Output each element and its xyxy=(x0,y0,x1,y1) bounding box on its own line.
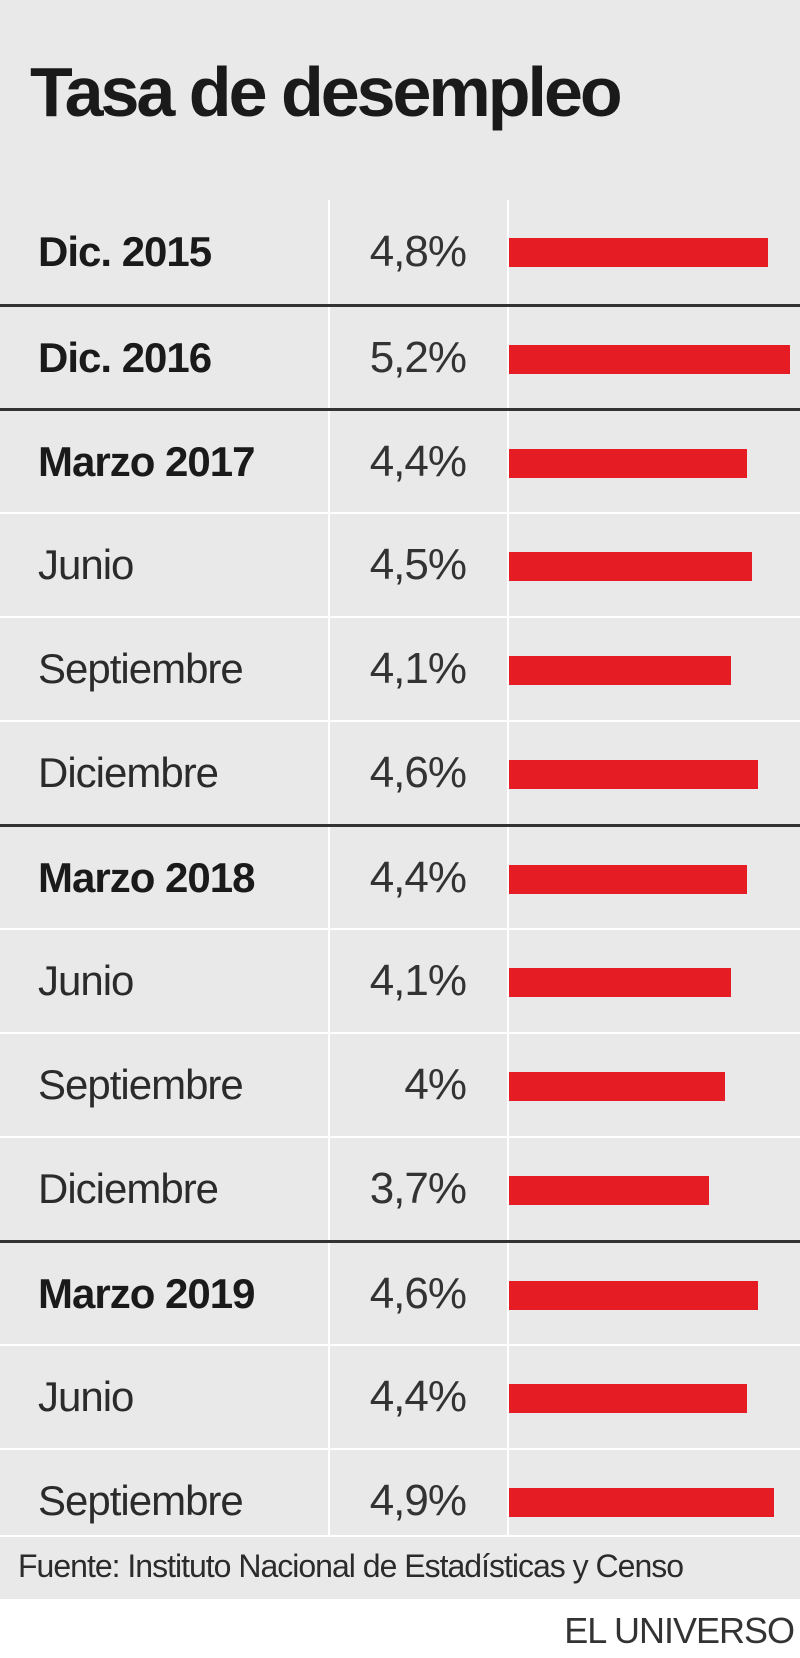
period-label: Marzo 2019 xyxy=(38,1269,255,1317)
bar xyxy=(509,656,731,685)
data-table: Dic. 2015 4,8% Dic. 2016 5,2% Marzo 2017 4,4%… xyxy=(0,200,800,1552)
source-note: Fuente: Instituto Nacional de Estadístic… xyxy=(18,1548,684,1584)
bar xyxy=(509,1072,725,1101)
period-label: Septiembre xyxy=(38,1061,244,1108)
bar xyxy=(509,449,747,478)
table-row: Marzo 2018 4,4% xyxy=(0,824,800,928)
bar xyxy=(509,345,790,374)
period-label: Junio xyxy=(38,1373,134,1420)
table-row: Septiembre 4% xyxy=(0,1032,800,1136)
table-row: Septiembre 4,1% xyxy=(0,616,800,720)
bar xyxy=(509,968,731,997)
period-label: Diciembre xyxy=(38,749,219,796)
brand-credit: EL UNIVERSO xyxy=(564,1610,795,1651)
value-label: 4,6% xyxy=(369,748,467,797)
table-row: Diciembre 4,6% xyxy=(0,720,800,824)
bar xyxy=(509,1384,747,1413)
table-row: Dic. 2015 4,8% xyxy=(0,200,800,304)
period-label: Junio xyxy=(38,541,134,588)
table-row: Dic. 2016 5,2% xyxy=(0,304,800,408)
column-divider-right xyxy=(507,200,509,1536)
table-row: Diciembre 3,7% xyxy=(0,1136,800,1240)
table-row: Marzo 2019 4,6% xyxy=(0,1240,800,1344)
value-label: 4% xyxy=(404,1060,467,1109)
period-label: Septiembre xyxy=(38,1477,244,1524)
value-label: 4,8% xyxy=(369,227,467,276)
period-label: Dic. 2015 xyxy=(38,228,212,275)
period-label: Marzo 2017 xyxy=(38,437,255,485)
table-row: Junio 4,4% xyxy=(0,1344,800,1448)
value-label: 3,7% xyxy=(369,1164,467,1213)
bar xyxy=(509,865,747,894)
value-label: 4,1% xyxy=(369,644,467,693)
period-label: Septiembre xyxy=(38,645,244,692)
table-row: Marzo 2017 4,4% xyxy=(0,408,800,512)
chart-panel: Tasa de desempleo Dic. 2015 4,8% Dic. 2016… xyxy=(0,0,800,1599)
period-label: Junio xyxy=(38,957,134,1004)
bar xyxy=(509,238,768,267)
bar xyxy=(509,760,758,789)
period-label: Dic. 2016 xyxy=(38,333,212,381)
period-label: Diciembre xyxy=(38,1165,219,1212)
value-label: 4,4% xyxy=(369,436,467,486)
bar xyxy=(509,1281,758,1310)
column-divider-left xyxy=(328,200,330,1536)
value-label: 4,9% xyxy=(369,1476,467,1525)
bar xyxy=(509,552,752,581)
table-row: Septiembre 4,9% xyxy=(0,1448,800,1552)
table-row: Junio 4,5% xyxy=(0,512,800,616)
value-label: 4,5% xyxy=(369,540,467,589)
table-row: Junio 4,1% xyxy=(0,928,800,1032)
value-label: 4,4% xyxy=(369,852,467,902)
chart-title: Tasa de desempleo xyxy=(30,53,623,131)
value-label: 5,2% xyxy=(369,332,467,382)
footer-divider xyxy=(0,1535,800,1537)
value-label: 4,1% xyxy=(369,956,467,1005)
value-label: 4,4% xyxy=(369,1372,467,1421)
period-label: Marzo 2018 xyxy=(38,853,255,901)
value-label: 4,6% xyxy=(369,1268,467,1318)
bar xyxy=(509,1176,709,1205)
bar xyxy=(509,1488,774,1517)
